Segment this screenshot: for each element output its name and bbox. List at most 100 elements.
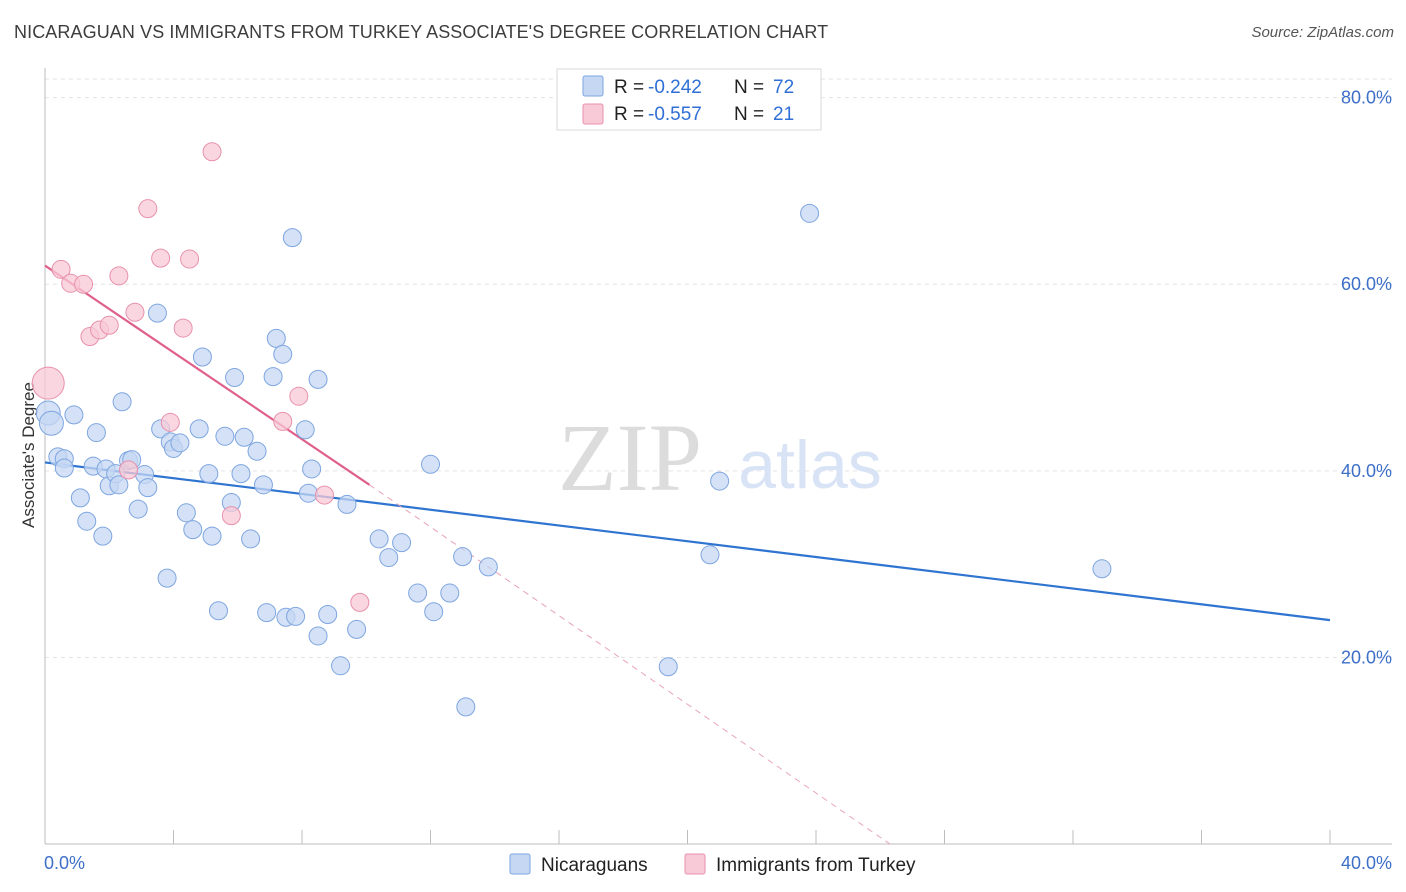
point-nicaraguans xyxy=(109,475,129,495)
point-nicaraguans xyxy=(478,557,498,577)
point-nicaraguans xyxy=(38,410,64,436)
point-immigrants-from-turkey xyxy=(221,506,241,526)
point-nicaraguans xyxy=(700,545,720,565)
point-immigrants-from-turkey xyxy=(125,302,145,322)
point-nicaraguans xyxy=(147,303,167,323)
chart-title: NICARAGUAN VS IMMIGRANTS FROM TURKEY ASS… xyxy=(14,22,829,42)
legend-swatch-pink xyxy=(582,103,604,125)
point-nicaraguans xyxy=(273,344,293,364)
point-nicaraguans xyxy=(225,368,245,388)
series-immigrants-from-turkey xyxy=(31,142,370,612)
point-nicaraguans xyxy=(392,533,412,553)
point-nicaraguans xyxy=(208,601,228,621)
point-nicaraguans xyxy=(93,526,113,546)
point-nicaraguans xyxy=(112,392,132,412)
point-nicaraguans xyxy=(54,458,74,478)
point-immigrants-from-turkey xyxy=(74,274,94,294)
point-immigrants-from-turkey xyxy=(173,318,193,338)
legend-n-label-1: N = xyxy=(734,77,764,98)
point-nicaraguans xyxy=(424,602,444,622)
point-immigrants-from-turkey xyxy=(180,249,200,269)
series-nicaraguans xyxy=(35,203,1112,717)
point-nicaraguans xyxy=(176,503,196,523)
legend-r-value-1: -0.242 xyxy=(648,77,702,98)
point-nicaraguans xyxy=(231,464,251,484)
point-nicaraguans xyxy=(157,568,177,588)
point-nicaraguans xyxy=(202,526,222,546)
point-nicaraguans xyxy=(800,203,820,223)
source-label: Source: ZipAtlas.com xyxy=(1251,24,1394,41)
point-immigrants-from-turkey xyxy=(119,460,139,480)
point-nicaraguans xyxy=(189,419,209,439)
point-nicaraguans xyxy=(247,441,267,461)
y-tick-label: 20.0% xyxy=(1341,647,1392,667)
point-nicaraguans xyxy=(70,488,90,508)
bottom-legend-swatch-pink xyxy=(684,853,706,875)
point-immigrants-from-turkey xyxy=(289,386,309,406)
point-nicaraguans xyxy=(295,420,315,440)
point-nicaraguans xyxy=(456,697,476,717)
point-nicaraguans xyxy=(138,478,158,498)
point-immigrants-from-turkey xyxy=(99,315,119,335)
trend-extension-immigrants-from-turkey xyxy=(369,484,891,845)
series-legend: Nicaraguans Immigrants from Turkey xyxy=(509,853,916,876)
point-immigrants-from-turkey xyxy=(31,366,65,400)
tick-labels: 20.0% 40.0% 60.0% 80.0% 0.0% 40.0% xyxy=(44,88,1392,873)
point-nicaraguans xyxy=(128,499,148,519)
point-nicaraguans xyxy=(286,606,306,626)
point-nicaraguans xyxy=(331,656,351,676)
axes xyxy=(44,68,1392,845)
point-nicaraguans xyxy=(298,483,318,503)
point-nicaraguans xyxy=(241,529,261,549)
point-nicaraguans xyxy=(183,520,203,540)
trend-lines xyxy=(44,264,1331,845)
point-nicaraguans xyxy=(318,605,338,624)
point-nicaraguans xyxy=(64,405,84,425)
point-nicaraguans xyxy=(257,603,277,623)
legend-swatch-blue xyxy=(582,75,604,97)
point-immigrants-from-turkey xyxy=(314,485,334,505)
point-nicaraguans xyxy=(263,367,283,387)
point-nicaraguans xyxy=(253,475,273,495)
point-nicaraguans xyxy=(77,511,97,531)
point-immigrants-from-turkey xyxy=(51,259,71,279)
point-nicaraguans xyxy=(86,423,106,443)
point-nicaraguans xyxy=(170,433,190,453)
point-nicaraguans xyxy=(308,369,328,389)
y-tick-label: 80.0% xyxy=(1341,88,1392,108)
watermark-zip: ZIP xyxy=(558,404,702,511)
legend-n-value-2: 21 xyxy=(773,104,794,125)
point-immigrants-from-turkey xyxy=(202,142,222,162)
point-nicaraguans xyxy=(421,454,440,474)
x-tick-label: 40.0% xyxy=(1341,853,1392,873)
bottom-legend-swatch-blue xyxy=(509,853,531,875)
point-immigrants-from-turkey xyxy=(160,412,180,432)
legend-r-label-1: R = xyxy=(614,77,644,98)
point-nicaraguans xyxy=(215,426,235,446)
point-nicaraguans xyxy=(658,657,678,677)
point-immigrants-from-turkey xyxy=(138,199,158,219)
legend-r-value-2: -0.557 xyxy=(648,104,702,125)
point-immigrants-from-turkey xyxy=(273,411,293,431)
legend-n-label-2: N = xyxy=(734,104,764,125)
legend-r-label-2: R = xyxy=(614,104,644,125)
point-nicaraguans xyxy=(337,494,357,514)
y-tick-label: 60.0% xyxy=(1341,274,1392,294)
point-nicaraguans xyxy=(408,583,428,603)
x-tick-label: 0.0% xyxy=(44,853,85,873)
point-immigrants-from-turkey xyxy=(109,266,129,286)
point-nicaraguans xyxy=(266,328,286,348)
point-nicaraguans xyxy=(379,548,399,568)
bottom-legend-immigrants-from-turkey: Immigrants from Turkey xyxy=(716,855,916,876)
legend-n-value-1: 72 xyxy=(773,77,794,98)
point-nicaraguans xyxy=(710,471,730,491)
point-nicaraguans xyxy=(302,459,322,479)
point-nicaraguans xyxy=(347,619,367,639)
trend-line-immigrants-from-turkey xyxy=(44,264,371,486)
point-nicaraguans xyxy=(440,583,460,603)
point-nicaraguans xyxy=(234,427,254,447)
point-nicaraguans xyxy=(1092,559,1112,579)
y-axis-title: Associate's Degree xyxy=(19,382,38,528)
bottom-legend-nicaraguans: Nicaraguans xyxy=(541,855,648,876)
